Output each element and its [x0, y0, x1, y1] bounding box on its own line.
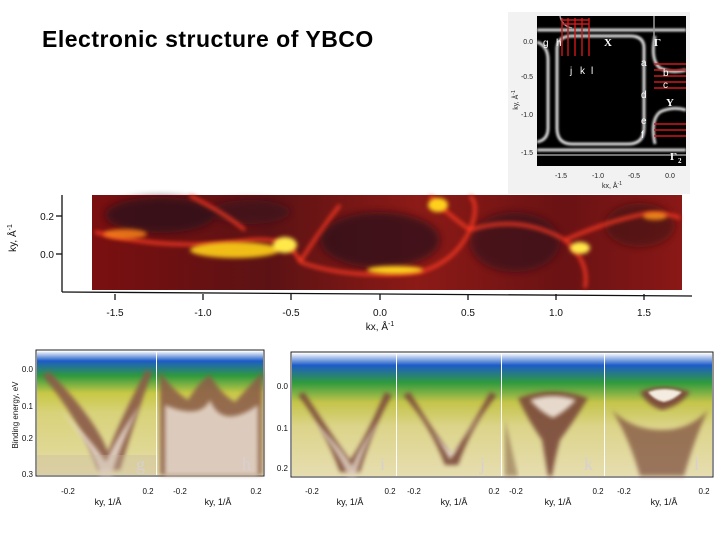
inset-cut-label: b	[663, 68, 669, 79]
dispersion-xtick-labels: -0.2 0.2 -0.2 0.2 -0.2 0.2 -0.2 0.2 -0.2…	[61, 487, 710, 496]
inset-cut-label-group: g h j k l a b c d e f	[543, 38, 669, 141]
group2-ytick-labels: 0.0 0.1 0.2	[277, 382, 289, 473]
group1-ytick-labels: 0.0 0.1 0.2 0.3	[22, 365, 34, 479]
fermi-map-xtick-labels: -1.5 -1.0 -0.5 0.0 0.5 1.0 1.5	[106, 308, 651, 319]
group2-ytick: 0.0	[277, 382, 289, 391]
inset-xtick: -1.5	[555, 173, 567, 180]
xtick-right: 0.2	[592, 487, 604, 496]
point-y-label: Y	[666, 97, 674, 109]
dispersion-panels: 0.0 0.1 0.2 0.3 Binding energy, eV	[11, 349, 714, 507]
dispersion-xlabel: ky, 1/Å	[337, 497, 364, 507]
panel-letter: g	[136, 454, 145, 474]
fermi-map-xlabel: kx, Å-1	[366, 320, 395, 333]
inset-fermi-surface: g h j k l a b c d e f X Γ Y Γ 2 0.0 -0.5…	[508, 12, 690, 194]
group1-ytick: 0.2	[22, 434, 34, 443]
fermi-map-hotspots	[103, 198, 667, 274]
xtick-left: -0.2	[305, 487, 319, 496]
xtick-right: 0.2	[488, 487, 500, 496]
group2-ytick: 0.1	[277, 424, 289, 433]
inset-xtick: -0.5	[628, 173, 640, 180]
inset-cut-label: j	[569, 66, 572, 77]
inset-ytick: -0.5	[521, 74, 533, 81]
panel-letter: i	[380, 454, 385, 474]
inset-ytick: 0.0	[523, 39, 533, 46]
xtick-left: -0.2	[173, 487, 187, 496]
inset-ytick-labels: 0.0 -0.5 -1.0 -1.5	[521, 39, 533, 157]
dispersion-xlabels: ky, 1/Å ky, 1/Å ky, 1/Å ky, 1/Å ky, 1/Å …	[95, 497, 678, 507]
xtick-left: -0.2	[407, 487, 421, 496]
xtick-right: 0.2	[142, 487, 154, 496]
point-x-label: X	[604, 37, 612, 49]
xtick-right: 0.2	[250, 487, 262, 496]
fermi-map-axes	[56, 195, 693, 300]
inset-xtick: 0.0	[665, 173, 675, 180]
inset-point-labels: X Γ Y Γ 2	[604, 37, 682, 165]
point-gamma2-label: Γ	[670, 151, 677, 163]
inset-cut-label: l	[591, 66, 593, 77]
fermi-map-xtick: 0.5	[461, 308, 475, 319]
dispersion-group1-frame	[35, 349, 265, 477]
inset-cut-label: f	[641, 130, 644, 141]
group1-ytick: 0.3	[22, 470, 34, 479]
group1-ytick: 0.1	[22, 402, 34, 411]
inset-cut-label: h	[556, 38, 562, 49]
group2-ytick: 0.2	[277, 464, 289, 473]
panel-j	[397, 353, 501, 476]
group1-ytick: 0.0	[22, 365, 34, 374]
panel-i	[292, 353, 396, 476]
fermi-map-xtick: 0.0	[373, 308, 387, 319]
fermi-map-xtick: 1.0	[549, 308, 563, 319]
panel-letter: h	[242, 454, 251, 474]
fermi-map-ytick-labels: 0.2 0.0	[40, 212, 54, 261]
dispersion-group2-frame	[290, 351, 714, 478]
point-gamma-label: Γ	[654, 37, 661, 49]
panel-letter: l	[694, 454, 699, 474]
panel-letter: k	[584, 454, 593, 474]
inset-ytick: -1.5	[521, 150, 533, 157]
panel-g	[37, 351, 156, 475]
panel-k	[502, 353, 604, 476]
dispersion-xlabel: ky, 1/Å	[95, 497, 122, 507]
inset-cut-label: a	[641, 58, 647, 69]
inset-cut-label: e	[641, 116, 647, 127]
fermi-map: 0.2 0.0 -1.5 -1.0 -0.5 0.0 0.5 1.0 1.5 k…	[6, 194, 693, 333]
xtick-left: -0.2	[61, 487, 75, 496]
inset-cut-label: g	[543, 38, 549, 49]
inset-cut-lines	[561, 18, 686, 137]
dispersion-xlabel: ky, 1/Å	[441, 497, 468, 507]
inset-ytick: -1.0	[521, 112, 533, 119]
xtick-right: 0.2	[384, 487, 396, 496]
dispersion-xlabel: ky, 1/Å	[545, 497, 572, 507]
point-gamma2-sub: 2	[678, 157, 682, 165]
inset-ylabel: ky, Å-1	[511, 90, 520, 110]
panel-l	[605, 353, 712, 476]
panel-letter: j	[479, 454, 485, 474]
fermi-map-xtick: 1.5	[637, 308, 651, 319]
fermi-map-xtick: -1.5	[106, 308, 124, 319]
dispersion-ylabel: Binding energy, eV	[11, 381, 20, 449]
inset-cut-label: d	[641, 90, 647, 101]
xtick-left: -0.2	[617, 487, 631, 496]
xtick-left: -0.2	[509, 487, 523, 496]
fermi-map-ytick: 0.2	[40, 212, 54, 223]
dispersion-xlabel: ky, 1/Å	[651, 497, 678, 507]
inset-cut-label: c	[663, 80, 668, 91]
panel-h	[157, 351, 263, 475]
panel-letter-group: g h i j k l	[136, 454, 699, 474]
inset-xtick-labels: -1.5 -1.0 -0.5 0.0	[555, 173, 675, 180]
xtick-right: 0.2	[698, 487, 710, 496]
dispersion-xlabel: ky, 1/Å	[205, 497, 232, 507]
fermi-map-xtick: -1.0	[194, 308, 212, 319]
fermi-map-ytick: 0.0	[40, 250, 54, 261]
inset-cut-label: k	[580, 66, 586, 77]
inset-xlabel: kx, Å-1	[602, 181, 622, 190]
slide-title: Electronic structure of YBCO	[42, 26, 374, 52]
fermi-map-ylabel: ky, Å-1	[6, 224, 19, 252]
inset-xtick: -1.0	[592, 173, 604, 180]
fermi-map-xtick: -0.5	[282, 308, 300, 319]
